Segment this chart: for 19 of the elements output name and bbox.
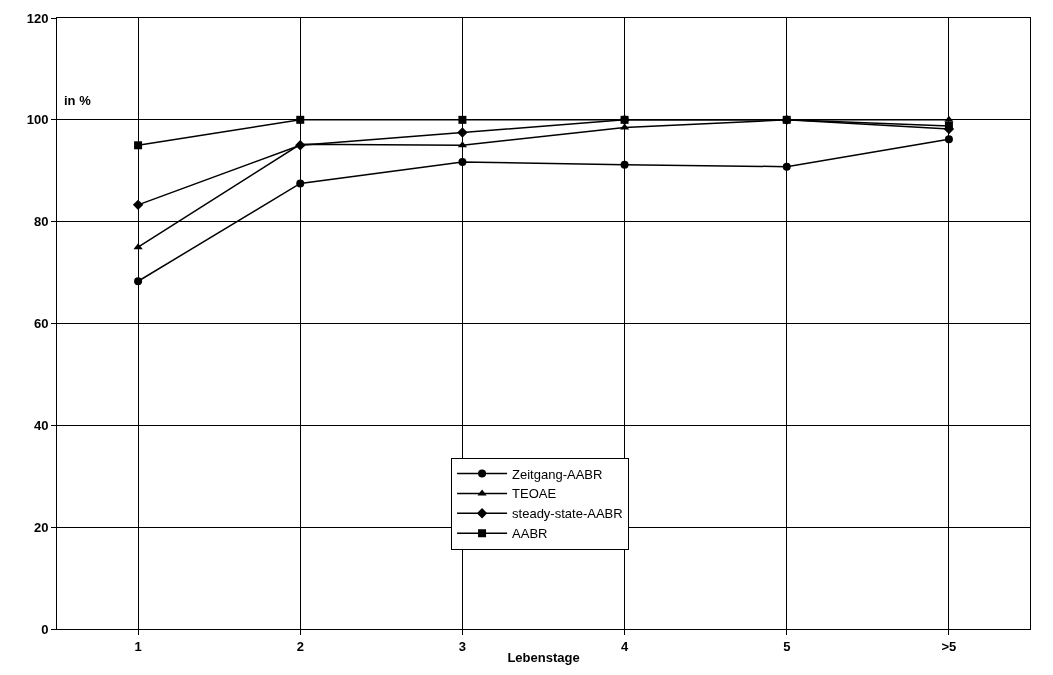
y-tick-label: 100 bbox=[26, 112, 49, 128]
x-axis-title: Lebenstage bbox=[507, 650, 580, 666]
y-tick-label: 20 bbox=[33, 519, 49, 535]
legend-label: TEOAE bbox=[512, 486, 557, 502]
y-axis-title: in % bbox=[64, 93, 92, 108]
legend-label: Zeitgang-AABR bbox=[512, 466, 603, 482]
x-tick-label: 1 bbox=[134, 638, 142, 654]
x-tick-label: 3 bbox=[458, 638, 467, 654]
y-tick-label: 40 bbox=[33, 417, 49, 433]
y-tick-label: 120 bbox=[26, 10, 49, 26]
legend-label: steady-state-AABR bbox=[512, 506, 623, 522]
x-tick-label: 4 bbox=[620, 638, 629, 654]
x-tick-label: 2 bbox=[296, 638, 304, 654]
legend-label: AABR bbox=[512, 526, 548, 542]
x-tick-label: >5 bbox=[941, 638, 957, 654]
x-tick-label: 5 bbox=[783, 638, 791, 654]
y-tick-label: 60 bbox=[33, 316, 49, 332]
y-tick-label: 80 bbox=[33, 214, 49, 230]
y-tick-label: 0 bbox=[41, 621, 49, 637]
